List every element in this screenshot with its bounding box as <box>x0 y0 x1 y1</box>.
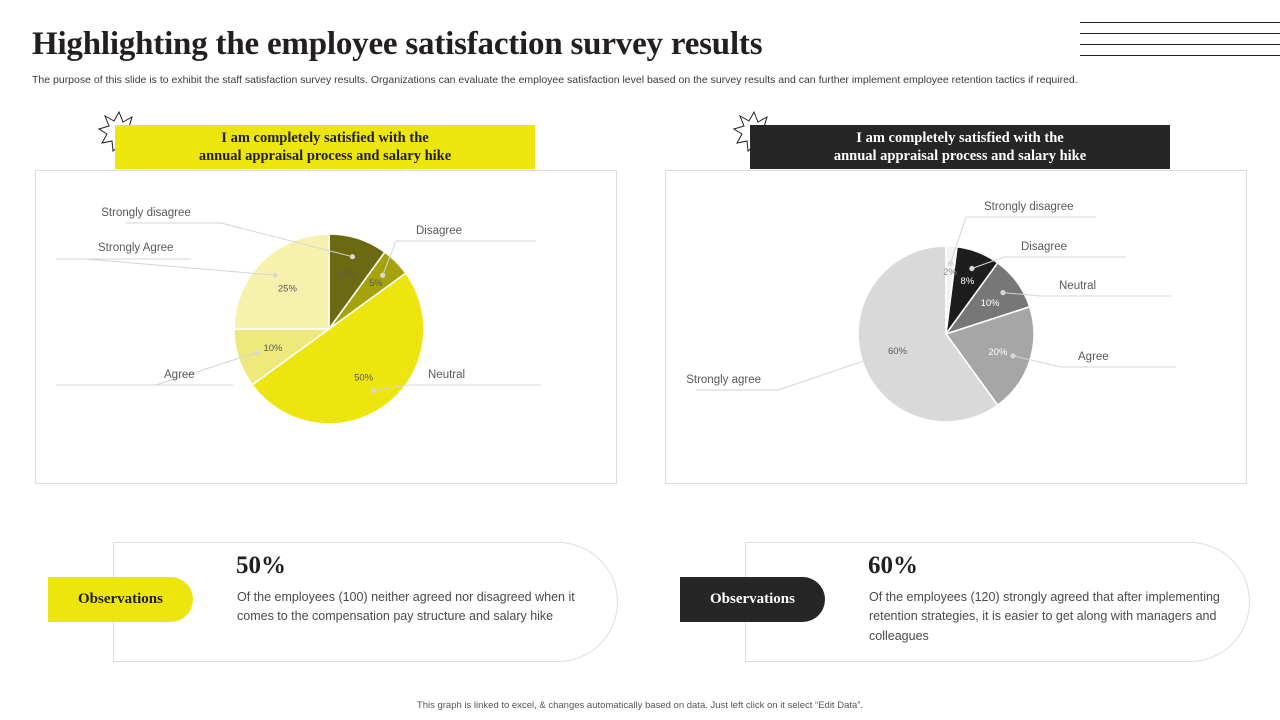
right-banner-line1: I am completely satisfied with the <box>856 129 1064 146</box>
leader-dot <box>349 254 356 260</box>
right-chart-panel: 2% 8% 10% 20% 60% Strongly disagree Disagree N… <box>665 170 1247 484</box>
observations-pill-right: Observations <box>680 577 825 622</box>
left-pie-chart[interactable]: 10% 5% 50% 10% 25% Strongly disagree Disagree… <box>36 171 616 483</box>
page-subtitle: The purpose of this slide is to exhibit … <box>32 74 1078 86</box>
leader-line <box>949 216 967 264</box>
header-decoration-lines <box>1080 22 1280 66</box>
leader-line <box>971 256 1005 269</box>
observation-value-left: 50% <box>236 552 286 579</box>
pie-slice[interactable] <box>233 233 330 330</box>
leader-line <box>155 352 257 386</box>
pie-category-label: Disagree <box>416 225 462 237</box>
left-pie-leaders <box>56 222 541 394</box>
leader-line <box>1002 292 1042 297</box>
pie-category-label: Strongly Agree <box>98 242 173 254</box>
left-pie-value-labels: 10% 5% 50% 10% 25% <box>263 269 383 384</box>
observations-card-right <box>745 542 1250 662</box>
leader-line <box>1012 355 1062 368</box>
left-pie-slices <box>233 233 425 425</box>
pie-category-label: Neutral <box>428 369 465 381</box>
footer-note: This graph is linked to excel, & changes… <box>416 700 864 711</box>
observation-text-right: Of the employees (120) strongly agreed t… <box>869 590 1220 643</box>
right-pie-slices <box>857 245 1035 423</box>
right-banner-line2: annual appraisal process and salary hike <box>833 148 1087 164</box>
leader-line <box>777 355 880 391</box>
pie-category-label: Disagree <box>1021 241 1067 253</box>
leader-dot <box>947 261 953 267</box>
pie-value-label: 60% <box>888 346 908 357</box>
left-banner-line1: I am completely satisfied with the <box>221 129 429 146</box>
pie-category-label: Strongly agree <box>686 374 761 386</box>
pie-slice[interactable] <box>944 305 1035 407</box>
observations-pill-left: Observations <box>48 577 193 622</box>
pie-value-label: 25% <box>278 283 298 294</box>
leader-line <box>373 384 409 391</box>
pie-value-label: 20% <box>988 347 1008 358</box>
observations-card-left <box>113 542 618 662</box>
left-chart-banner: I am completely satisfied with the annua… <box>115 125 535 169</box>
right-pie-leaders <box>696 216 1176 391</box>
leader-line <box>220 222 353 258</box>
observation-text-left: Of the employees (100) neither agreed no… <box>237 590 575 624</box>
leader-dot <box>876 353 882 359</box>
pie-category-label: Neutral <box>1059 280 1096 292</box>
left-banner-line2: annual appraisal process and salary hike <box>198 148 452 164</box>
leader-dot <box>1010 353 1016 359</box>
observation-value-right: 60% <box>868 552 918 579</box>
pie-category-label: Agree <box>164 369 195 381</box>
right-pie-value-labels: 2% 8% 10% 20% 60% <box>888 267 1008 358</box>
right-chart-banner: I am completely satisfied with the annua… <box>750 125 1170 169</box>
page-title: Highlighting the employee satisfaction s… <box>32 26 763 62</box>
pie-category-label: Strongly disagree <box>101 207 191 219</box>
left-chart-panel: 10% 5% 50% 10% 25% Strongly disagree Disagree… <box>35 170 617 484</box>
pie-value-label: 5% <box>369 278 383 289</box>
left-pie-category-labels: Strongly disagree Disagree Neutral Agree Str… <box>98 207 465 381</box>
right-pie-chart[interactable]: 2% 8% 10% 20% 60% Strongly disagree Disagree N… <box>666 171 1246 483</box>
pie-slice[interactable] <box>251 272 425 425</box>
leader-line <box>85 258 276 276</box>
pie-value-label: 2% <box>943 267 957 278</box>
pie-value-label: 50% <box>354 373 374 384</box>
pie-value-label: 10% <box>263 343 283 354</box>
pie-category-label: Strongly disagree <box>984 201 1074 213</box>
pie-value-label: 10% <box>338 269 358 280</box>
right-pie-category-labels: Strongly disagree Disagree Neutral Agree Str… <box>686 201 1108 386</box>
pie-category-label: Agree <box>1078 351 1109 363</box>
pie-value-label: 10% <box>981 298 1001 309</box>
leader-line <box>382 240 397 276</box>
pie-value-label: 8% <box>961 276 975 287</box>
